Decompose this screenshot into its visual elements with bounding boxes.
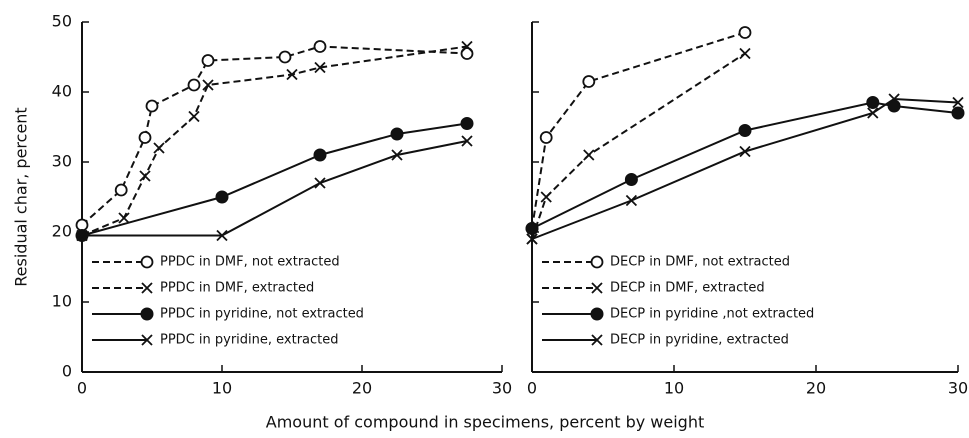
- data-point: [625, 194, 638, 207]
- data-point: [202, 79, 214, 91]
- data-point: [286, 68, 298, 81]
- data-point: [738, 26, 752, 39]
- data-point: [75, 218, 89, 232]
- data-point: [145, 99, 159, 113]
- legend-label: DECP in pyridine, extracted: [610, 333, 789, 348]
- series-line: [531, 52, 746, 240]
- y-tick-label: 10: [52, 292, 72, 311]
- data-point: [187, 78, 201, 92]
- data-point: [114, 183, 128, 197]
- data-point: [201, 54, 215, 67]
- legend-label: PPDC in DMF, not extracted: [160, 255, 340, 270]
- data-point: [739, 47, 751, 60]
- y-tick-label: 0: [62, 362, 72, 381]
- data-point: [314, 177, 326, 189]
- y-tick-label: 40: [52, 82, 72, 101]
- data-point: [390, 127, 404, 141]
- series-line: [531, 31, 746, 229]
- legend-marker: [591, 282, 603, 294]
- legend-marker: [141, 334, 153, 346]
- data-point: [540, 191, 552, 203]
- data-point: [138, 131, 152, 144]
- x-tick-label: 10: [664, 379, 684, 398]
- data-point: [278, 50, 292, 64]
- data-point: [188, 110, 200, 123]
- x-tick-label: 20: [352, 379, 372, 398]
- legend-label: DECP in DMF, extracted: [610, 281, 765, 296]
- legend-marker: [591, 334, 603, 346]
- data-point: [526, 233, 538, 245]
- data-point: [739, 145, 751, 158]
- x-tick-label: 10: [212, 379, 232, 398]
- data-point: [582, 75, 596, 88]
- data-point: [460, 117, 474, 130]
- series-line: [531, 101, 959, 230]
- data-point: [525, 222, 539, 235]
- x-tick-label: 30: [948, 379, 968, 398]
- legend-label: PPDC in pyridine, not extracted: [160, 307, 364, 322]
- x-tick-label: 0: [77, 379, 87, 398]
- x-tick-label: 0: [527, 379, 537, 398]
- data-point: [139, 170, 151, 182]
- legend-marker: [590, 255, 604, 269]
- data-point: [153, 142, 165, 154]
- x-tick-label: 20: [806, 379, 826, 398]
- data-point: [867, 107, 879, 119]
- data-point: [738, 124, 752, 137]
- data-point: [624, 173, 638, 186]
- data-point: [118, 212, 130, 224]
- data-point: [952, 96, 964, 109]
- data-point: [216, 229, 228, 242]
- data-point: [461, 40, 473, 53]
- legend-label: DECP in DMF, not extracted: [610, 255, 790, 270]
- x-axis-label: Amount of compound in specimens, percent…: [266, 413, 704, 432]
- y-tick-label: 50: [52, 12, 72, 31]
- y-tick-label: 30: [52, 152, 72, 171]
- data-point: [313, 148, 327, 162]
- data-point: [460, 47, 474, 60]
- y-axis-label: Residual char, percent: [12, 107, 31, 286]
- data-point: [866, 96, 880, 109]
- legend-label: PPDC in pyridine, extracted: [160, 333, 339, 348]
- legend-marker: [140, 307, 154, 321]
- legend-label: PPDC in DMF, extracted: [160, 281, 314, 296]
- legend-marker: [140, 255, 154, 269]
- series-line: [531, 97, 959, 240]
- data-point: [951, 106, 965, 120]
- data-point: [313, 40, 327, 53]
- data-point: [215, 190, 229, 204]
- legend-label: DECP in pyridine ,not extracted: [610, 307, 814, 322]
- legend-marker: [590, 307, 604, 321]
- y-tick-label: 20: [52, 222, 72, 241]
- data-point: [314, 61, 326, 74]
- data-point: [76, 229, 88, 242]
- x-tick-label: 30: [492, 379, 512, 398]
- legend-marker: [141, 282, 153, 294]
- data-point: [391, 149, 403, 161]
- data-point: [461, 135, 473, 147]
- data-point: [583, 149, 595, 161]
- data-point: [888, 93, 900, 105]
- data-point: [539, 131, 553, 144]
